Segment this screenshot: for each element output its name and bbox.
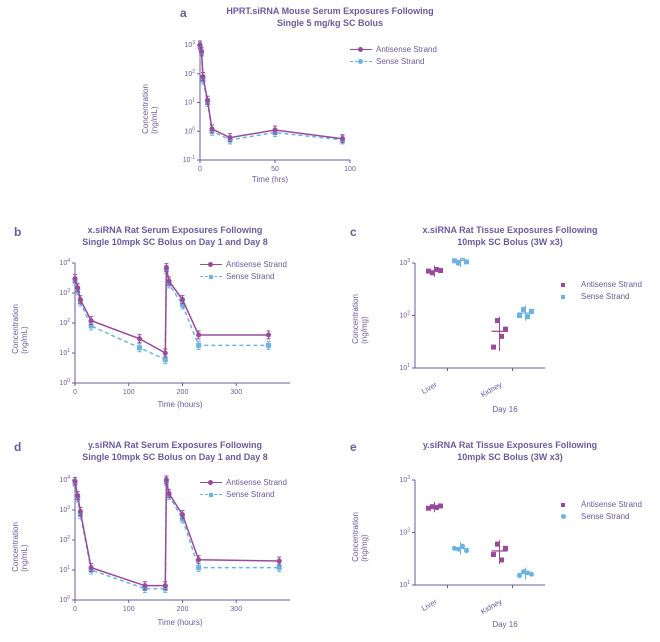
panel-label-b: b bbox=[14, 225, 21, 239]
chart-a: 10-1 100 101 102 103 0 50 100 bbox=[170, 40, 390, 180]
figure: a HPRT.siRNA Mouse Serum Exposures Follo… bbox=[0, 0, 660, 642]
ylabel-d: Concentration(ng/mL) bbox=[11, 522, 29, 572]
svg-text:102: 102 bbox=[184, 69, 195, 78]
svg-text:10-1: 10-1 bbox=[183, 155, 195, 164]
chart-b: 1001011021031040100200300 bbox=[45, 258, 305, 403]
ylabel-c: Concentration(ng/mg) bbox=[351, 294, 369, 344]
svg-text:100: 100 bbox=[59, 595, 70, 604]
title-b-line1: x.siRNA Rat Serum Exposures Following bbox=[88, 225, 263, 235]
svg-text:Liver: Liver bbox=[420, 597, 439, 613]
svg-text:200: 200 bbox=[177, 606, 189, 613]
svg-text:50: 50 bbox=[271, 166, 279, 173]
svg-text:103: 103 bbox=[184, 40, 195, 49]
svg-text:103: 103 bbox=[59, 505, 70, 514]
svg-text:0: 0 bbox=[73, 389, 77, 396]
svg-text:102: 102 bbox=[399, 528, 410, 537]
svg-text:100: 100 bbox=[344, 166, 356, 173]
title-d-line1: y.siRNA Rat Serum Exposures Following bbox=[88, 440, 262, 450]
ylabel-a: Concentration(ng/mL) bbox=[141, 84, 159, 134]
panel-label-e: e bbox=[350, 440, 357, 454]
xlabel-c: Day 16 bbox=[475, 405, 535, 414]
svg-text:Liver: Liver bbox=[420, 380, 439, 396]
title-a: HPRT.siRNA Mouse Serum Exposures Followi… bbox=[200, 6, 460, 29]
title-e-line2: 10mpk SC Bolus (3W x3) bbox=[457, 452, 563, 462]
title-a-line2: Single 5 mg/kg SC Bolus bbox=[277, 18, 383, 28]
svg-text:102: 102 bbox=[59, 535, 70, 544]
svg-text:300: 300 bbox=[230, 606, 242, 613]
panel-label-d: d bbox=[14, 440, 21, 454]
title-d: y.siRNA Rat Serum Exposures Following Si… bbox=[60, 440, 290, 463]
svg-text:101: 101 bbox=[59, 565, 70, 574]
svg-text:101: 101 bbox=[399, 580, 410, 589]
svg-text:101: 101 bbox=[399, 363, 410, 372]
title-e-line1: y.siRNA Rat Tissue Exposures Following bbox=[423, 440, 597, 450]
svg-text:102: 102 bbox=[399, 311, 410, 320]
panel-label-a: a bbox=[180, 6, 187, 20]
svg-text:Kidney: Kidney bbox=[479, 597, 504, 616]
title-c-line1: x.siRNA Rat Tissue Exposures Following bbox=[422, 225, 597, 235]
svg-text:101: 101 bbox=[184, 98, 195, 107]
svg-text:101: 101 bbox=[59, 348, 70, 357]
title-c-line2: 10mpk SC Bolus (3W x3) bbox=[457, 237, 563, 247]
chart-c: 101 102 103 Liver Kidney bbox=[385, 258, 615, 403]
title-b: x.siRNA Rat Serum Exposures Following Si… bbox=[60, 225, 290, 248]
chart-e: 101 102 103 Liver Kidney bbox=[385, 475, 615, 625]
svg-text:104: 104 bbox=[59, 475, 70, 484]
svg-text:100: 100 bbox=[59, 378, 70, 387]
title-b-line2: Single 10mpk SC Bolus on Day 1 and Day 8 bbox=[82, 452, 268, 462]
svg-text:200: 200 bbox=[177, 389, 189, 396]
svg-text:102: 102 bbox=[59, 318, 70, 327]
svg-text:100: 100 bbox=[123, 606, 135, 613]
svg-text:103: 103 bbox=[399, 475, 410, 484]
title-e: y.siRNA Rat Tissue Exposures Following 1… bbox=[395, 440, 625, 463]
chart-d: 1001011021031040100200300 bbox=[45, 475, 305, 620]
svg-text:103: 103 bbox=[59, 288, 70, 297]
title-a-line1: HPRT.siRNA Mouse Serum Exposures Followi… bbox=[226, 6, 433, 16]
ylabel-e: Concentration(ng/mg) bbox=[351, 512, 369, 562]
title-c: x.siRNA Rat Tissue Exposures Following 1… bbox=[395, 225, 625, 248]
svg-text:100: 100 bbox=[123, 389, 135, 396]
panel-label-c: c bbox=[350, 225, 357, 239]
svg-text:104: 104 bbox=[59, 258, 70, 267]
svg-text:0: 0 bbox=[198, 166, 202, 173]
svg-text:Kidney: Kidney bbox=[479, 380, 504, 399]
svg-text:100: 100 bbox=[184, 126, 195, 135]
svg-text:0: 0 bbox=[73, 606, 77, 613]
svg-text:300: 300 bbox=[230, 389, 242, 396]
svg-text:103: 103 bbox=[399, 258, 410, 267]
title-b-line2: Single 10mpk SC Bolus on Day 1 and Day 8 bbox=[82, 237, 268, 247]
ylabel-b: Concentration(ng/mL) bbox=[11, 304, 29, 354]
